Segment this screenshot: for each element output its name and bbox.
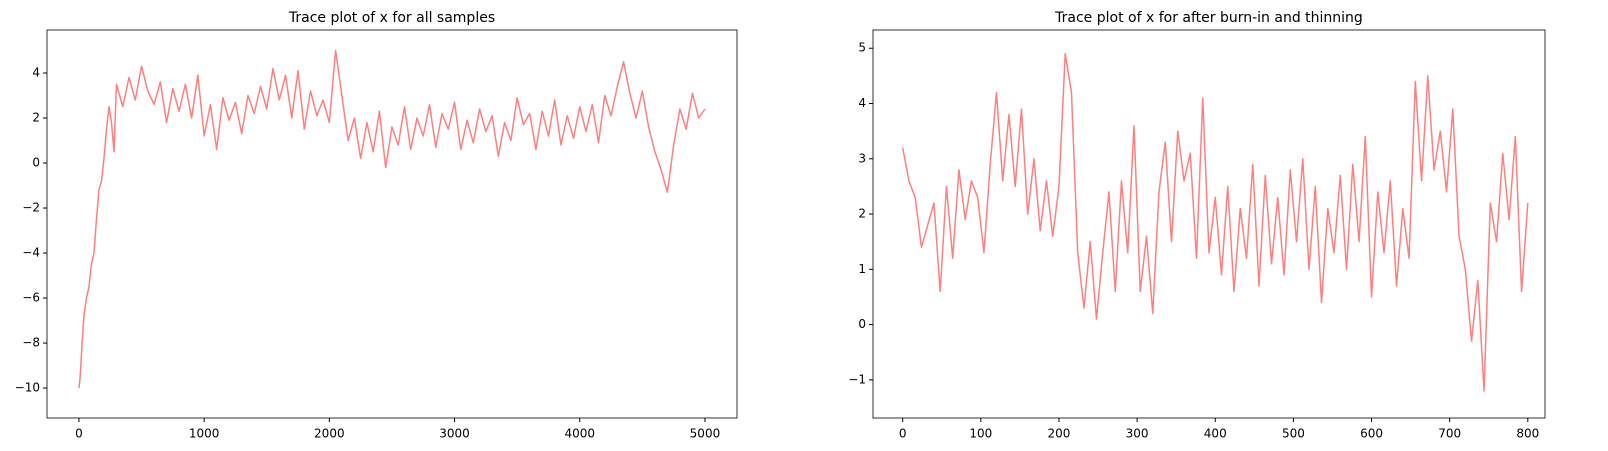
y-tick-label: 5 — [858, 41, 866, 55]
chart-title: Trace plot of x for all samples — [288, 10, 495, 26]
y-tick-label: −10 — [15, 381, 40, 395]
x-tick-label: 600 — [1360, 427, 1383, 441]
trace-line — [901, 53, 1529, 392]
y-tick-label: 4 — [32, 65, 40, 79]
y-tick-label: −2 — [22, 201, 40, 215]
axes-frame — [872, 29, 1546, 419]
y-tick-label: −1 — [848, 372, 866, 386]
x-tick-label: 200 — [1048, 427, 1071, 441]
x-tick-label: 800 — [1516, 427, 1539, 441]
x-tick-label: 300 — [1126, 427, 1149, 441]
y-tick-label: −8 — [22, 336, 40, 350]
x-tick-label: 0 — [75, 427, 83, 441]
y-tick-label: 0 — [858, 317, 866, 331]
y-tick-label: 2 — [858, 207, 866, 221]
x-tick-label: 100 — [969, 427, 992, 441]
x-tick-label: 4000 — [564, 427, 595, 441]
chart-title: Trace plot of x for after burn-in and th… — [1054, 10, 1363, 26]
x-tick-label: 2000 — [314, 427, 345, 441]
y-tick-label: 4 — [858, 96, 866, 110]
y-tick-label: −6 — [22, 291, 40, 305]
axes-frame — [46, 29, 738, 419]
x-tick-label: 500 — [1282, 427, 1305, 441]
x-tick-label: 0 — [899, 427, 907, 441]
x-tick-label: 700 — [1438, 427, 1461, 441]
x-tick-label: 400 — [1204, 427, 1227, 441]
x-tick-label: 3000 — [439, 427, 470, 441]
trace-line — [78, 49, 706, 389]
y-tick-label: 3 — [858, 151, 866, 165]
y-tick-label: 2 — [32, 110, 40, 124]
x-tick-label: 1000 — [189, 427, 220, 441]
y-tick-label: 1 — [858, 262, 866, 276]
y-tick-label: 0 — [32, 156, 40, 170]
x-tick-label: 5000 — [690, 427, 721, 441]
y-tick-label: −4 — [22, 246, 40, 260]
